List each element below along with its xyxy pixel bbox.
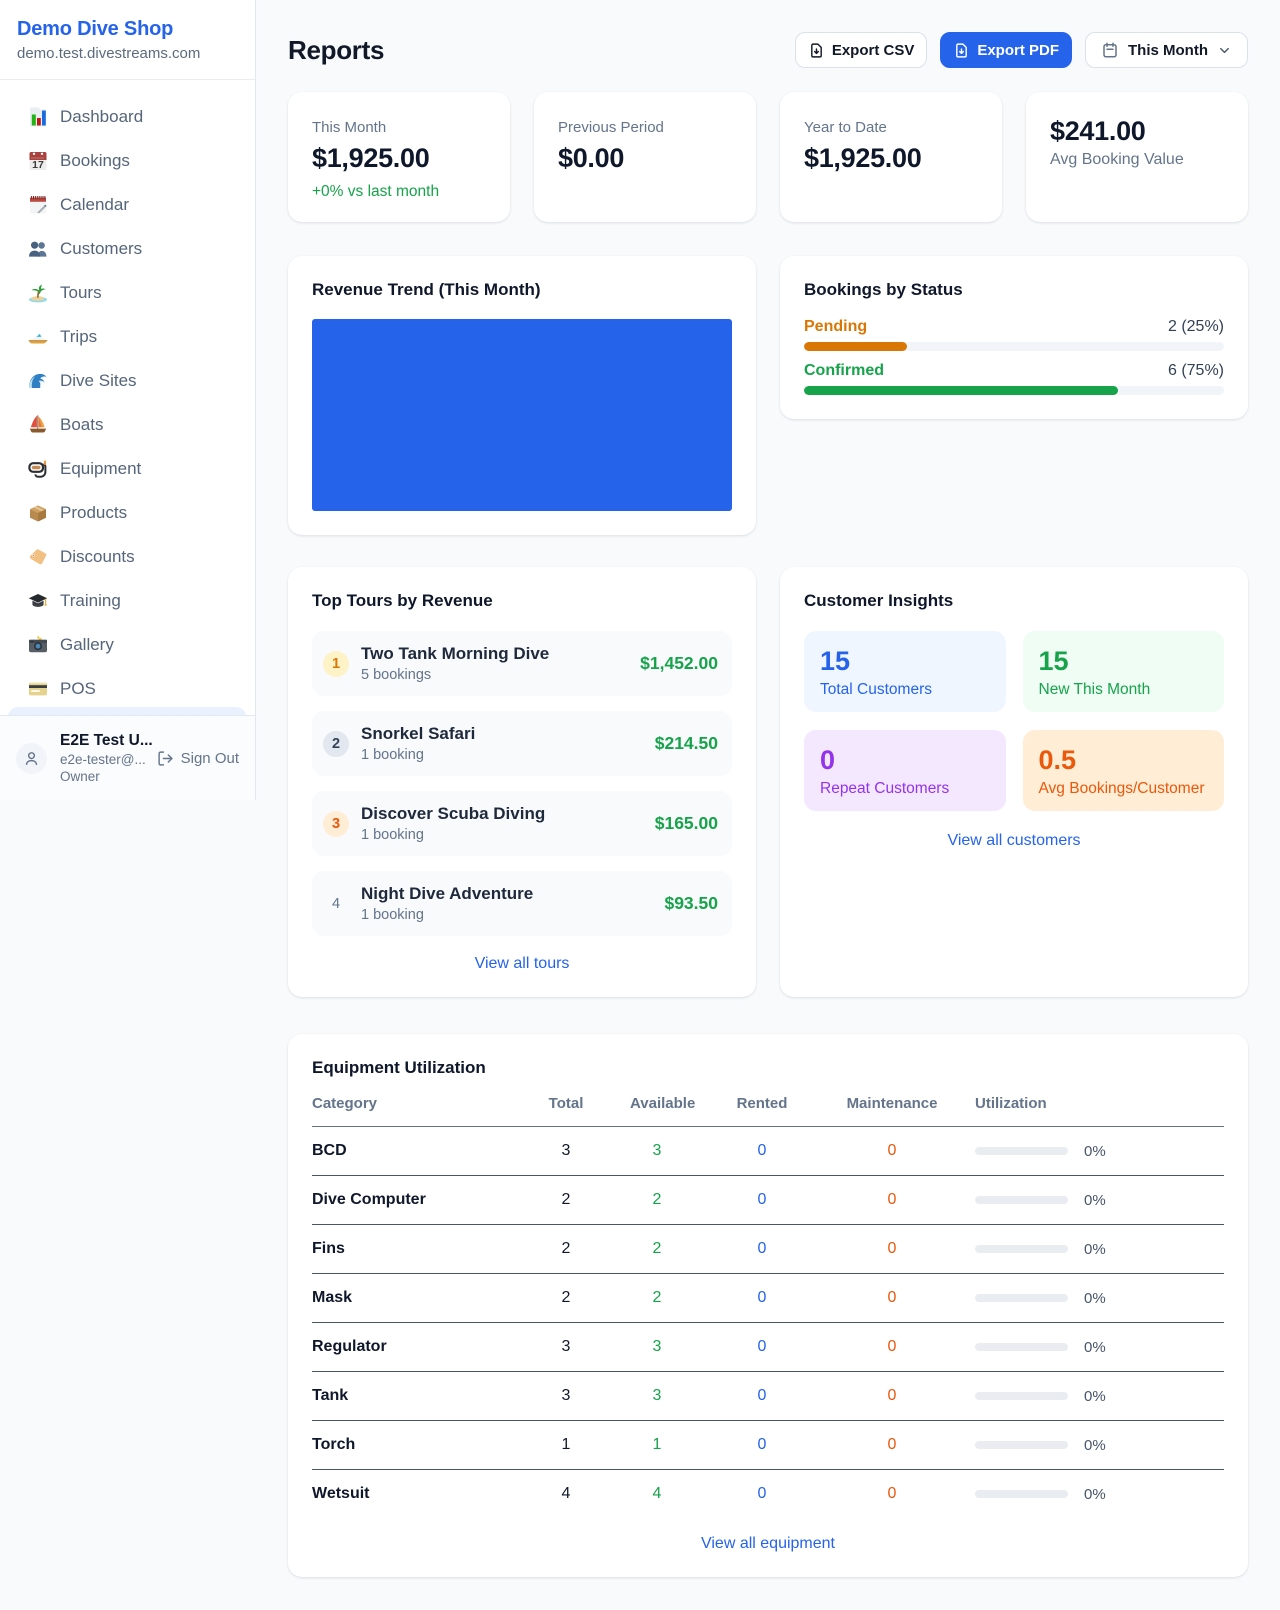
svg-text:17: 17 [32, 159, 44, 171]
